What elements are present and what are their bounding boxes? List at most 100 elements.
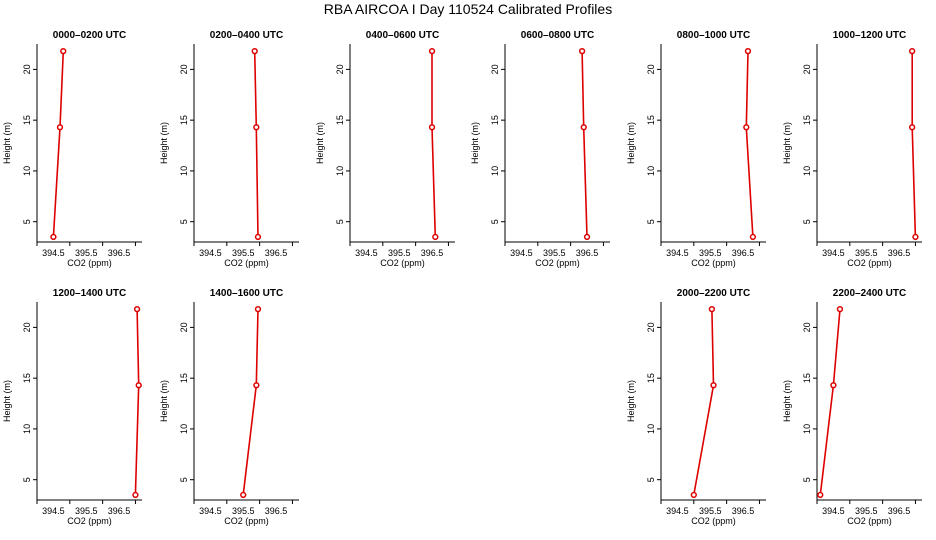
y-tick-label: 10 [646, 166, 656, 176]
x-axis-label: CO2 (ppm) [67, 258, 112, 268]
panel-title: 0000–0200 UTC [53, 30, 126, 41]
data-point [253, 124, 260, 131]
panel-title: 2200–2400 UTC [833, 288, 906, 299]
data-point [578, 47, 586, 55]
x-tick-label: 395.5 [75, 248, 98, 258]
x-tick-label: 394.5 [666, 506, 689, 516]
y-tick-label: 20 [646, 322, 656, 332]
x-tick-label: 395.5 [232, 506, 255, 516]
panel-2: 0400–0600 UTC 394.5 395.5 396.5 5 10 15 20 CO2 (… [315, 30, 455, 268]
profile-line [819, 309, 841, 495]
x-tick-label: 396.5 [888, 506, 911, 516]
y-tick-label: 15 [802, 115, 812, 125]
panel-title: 1000–1200 UTC [833, 30, 906, 41]
x-tick-label: 396.5 [108, 506, 131, 516]
y-tick-label: 15 [646, 373, 656, 383]
y-tick-label: 5 [179, 219, 189, 224]
data-point [836, 305, 844, 313]
y-tick-label: 10 [179, 424, 189, 434]
data-point [428, 124, 436, 131]
x-tick-label: 394.5 [822, 506, 845, 516]
y-axis-label: Height (m) [782, 380, 792, 422]
data-point [240, 491, 247, 499]
panel-8: 2000–2200 UTC 394.5 395.5 396.5 5 10 15 20 CO2 (… [626, 288, 766, 526]
data-point [708, 305, 716, 313]
y-tick-label: 5 [646, 219, 656, 224]
y-tick-label: 15 [646, 115, 656, 125]
panel-4: 0800–1000 UTC 394.5 395.5 396.5 5 10 15 20 CO2 (… [626, 30, 766, 268]
x-tick-label: 396.5 [265, 248, 288, 258]
panel-title: 1200–1400 UTC [53, 288, 126, 299]
x-tick-label: 395.5 [388, 248, 411, 258]
y-tick-label: 5 [22, 477, 32, 482]
panel-title: 0800–1000 UTC [677, 30, 750, 41]
x-tick-label: 396.5 [421, 248, 444, 258]
page-title: RBA AIRCOA I Day 110524 Calibrated Profi… [323, 1, 613, 17]
y-axis-label: Height (m) [470, 122, 480, 164]
data-point [428, 47, 436, 55]
data-point [254, 233, 262, 241]
x-axis-label: CO2 (ppm) [67, 516, 112, 526]
data-point [253, 382, 260, 389]
data-point [254, 305, 262, 313]
x-tick-label: 396.5 [265, 506, 288, 516]
profile-line [52, 51, 65, 237]
x-tick-label: 395.5 [699, 506, 722, 516]
panel-1: 0200–0400 UTC 394.5 395.5 396.5 5 10 15 20 CO2 (… [159, 30, 299, 268]
panel-title: 0600–0800 UTC [521, 30, 594, 41]
x-axis-label: CO2 (ppm) [691, 516, 736, 526]
y-tick-label: 15 [22, 373, 32, 383]
panel-3: 0600–0800 UTC 394.5 395.5 396.5 5 10 15 20 CO2 (… [470, 30, 610, 268]
x-tick-label: 394.5 [822, 248, 845, 258]
y-axis-label: Height (m) [782, 122, 792, 164]
data-point [743, 124, 750, 131]
x-tick-label: 395.5 [75, 506, 98, 516]
x-tick-label: 396.5 [108, 248, 131, 258]
y-tick-label: 15 [179, 373, 189, 383]
data-point [710, 382, 717, 389]
data-point [912, 233, 919, 241]
panel-title: 0200–0400 UTC [210, 30, 283, 41]
data-point [583, 233, 591, 241]
y-tick-label: 20 [802, 322, 812, 332]
profile-line [134, 309, 140, 495]
x-axis-label: CO2 (ppm) [224, 258, 269, 268]
x-tick-label: 396.5 [888, 248, 911, 258]
y-axis-label: Height (m) [159, 380, 169, 422]
y-tick-label: 15 [802, 373, 812, 383]
profile-line [911, 51, 917, 237]
x-tick-label: 395.5 [232, 248, 255, 258]
x-axis-label: CO2 (ppm) [691, 258, 736, 268]
y-tick-label: 15 [490, 115, 500, 125]
data-point [132, 491, 139, 499]
x-tick-label: 394.5 [355, 248, 378, 258]
y-tick-label: 5 [802, 477, 812, 482]
x-tick-label: 394.5 [510, 248, 533, 258]
y-tick-label: 5 [646, 477, 656, 482]
y-tick-label: 10 [22, 424, 32, 434]
data-point [133, 305, 141, 313]
x-axis-label: CO2 (ppm) [224, 516, 269, 526]
profile-line [745, 51, 754, 237]
profile-line [242, 309, 259, 495]
y-tick-label: 10 [802, 424, 812, 434]
panel-0: 0000–0200 UTC 394.5 395.5 396.5 5 10 15 20 CO2 (… [2, 30, 142, 268]
data-point [817, 491, 824, 499]
x-tick-label: 394.5 [42, 506, 65, 516]
x-tick-label: 395.5 [855, 506, 878, 516]
x-tick-label: 395.5 [543, 248, 566, 258]
data-point [580, 124, 587, 131]
x-tick-label: 394.5 [42, 248, 65, 258]
y-tick-label: 20 [179, 64, 189, 74]
y-tick-label: 5 [490, 219, 500, 224]
panel-9: 2200–2400 UTC 394.5 395.5 396.5 5 10 15 20 CO2 (… [782, 288, 922, 526]
x-axis-label: CO2 (ppm) [847, 516, 892, 526]
y-tick-label: 20 [22, 64, 32, 74]
data-point [690, 491, 697, 499]
x-axis-label: CO2 (ppm) [847, 258, 892, 268]
data-point [909, 47, 916, 55]
data-point [56, 124, 64, 131]
y-tick-label: 10 [490, 166, 500, 176]
y-tick-label: 20 [335, 64, 345, 74]
